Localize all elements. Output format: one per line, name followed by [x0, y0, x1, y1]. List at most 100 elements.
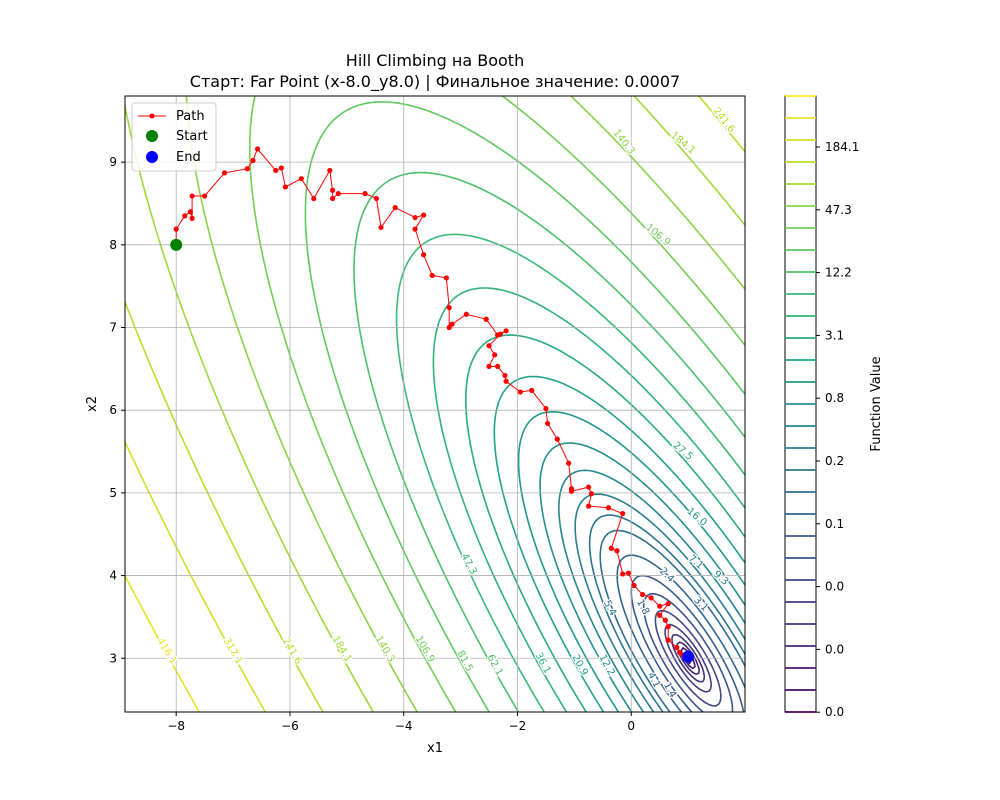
- path-point: [412, 226, 418, 232]
- contour-line: [558, 469, 745, 712]
- legend-start-label: Start: [176, 129, 208, 144]
- colorbar-tick-label: 3.1: [825, 328, 844, 342]
- path-point: [529, 387, 535, 393]
- path-point: [282, 184, 289, 190]
- path-point: [421, 252, 427, 258]
- path-point: [588, 491, 595, 497]
- path-point: [311, 195, 317, 202]
- contour-label: 416.1: [154, 636, 179, 666]
- x-tick-label: 0: [627, 719, 635, 733]
- path-point: [335, 190, 341, 197]
- path-point: [330, 187, 336, 193]
- path-point: [373, 195, 380, 202]
- x-axis-label: x1: [427, 741, 443, 756]
- path-point: [543, 405, 549, 412]
- contour-line: [664, 623, 712, 693]
- path-point: [585, 484, 592, 490]
- x-tick-label: −6: [281, 719, 299, 733]
- colorbar: 184.1 47.3 12.2 3.1 0.8 0.2 0.1 0.0 0.0 0.0 Funct…: [784, 95, 884, 719]
- contour-label: 81.5: [454, 649, 474, 674]
- colorbar-label: Function Value: [869, 356, 884, 451]
- colorbar-lines: [785, 95, 816, 713]
- legend: Path Start End: [131, 102, 217, 172]
- path-point: [674, 644, 680, 651]
- path-point: [494, 363, 501, 369]
- contour-line: [517, 411, 745, 712]
- path-point: [330, 195, 336, 202]
- path-point: [278, 165, 285, 171]
- contour-line: [671, 633, 706, 683]
- contour-label: 184.1: [330, 634, 354, 664]
- contour-line: [125, 575, 201, 712]
- contour-line: [353, 171, 745, 712]
- path-point: [502, 372, 508, 379]
- y-tick-label: 5: [109, 486, 117, 500]
- path-point: [362, 190, 368, 197]
- contour-label: 241.6: [280, 636, 304, 666]
- path-point: [662, 617, 668, 623]
- contour-label: 9.3: [711, 569, 730, 588]
- chart-title: Hill Climbing на Booth: [345, 51, 525, 70]
- contour-line: [395, 233, 745, 712]
- colorbar-tick-label: 0.0: [825, 642, 844, 656]
- y-axis-label: x2: [85, 396, 100, 412]
- contour-label: 1.8: [634, 598, 651, 617]
- path-line: [175, 147, 689, 658]
- y-tick-label: 4: [109, 569, 117, 583]
- colorbar-tick-label: 12.2: [825, 266, 852, 280]
- start-point: [170, 238, 183, 251]
- contour-line: [642, 592, 734, 712]
- contour-label: 184.1: [668, 130, 697, 157]
- y-tick-label: 3: [109, 651, 117, 665]
- legend-path-marker: [149, 113, 155, 119]
- path-point: [517, 389, 523, 395]
- path-point: [620, 510, 626, 517]
- contour-line: [539, 442, 745, 712]
- path-point: [657, 603, 663, 609]
- path-point: [412, 214, 418, 221]
- contour-label: 27.5: [671, 440, 695, 463]
- plot-frame: [124, 95, 746, 713]
- path-point: [625, 570, 631, 576]
- grid-lines: [125, 96, 745, 712]
- path-point: [665, 637, 671, 643]
- path-point: [503, 328, 509, 334]
- path-point: [614, 548, 620, 554]
- path-point: [620, 571, 626, 577]
- path-point: [449, 321, 455, 327]
- path-point: [202, 193, 208, 199]
- colorbar-tick-label: 184.1: [825, 140, 859, 154]
- path-point: [631, 582, 637, 589]
- legend-path-label: Path: [176, 109, 205, 124]
- contour-line: [630, 574, 745, 712]
- path-point: [189, 193, 195, 199]
- contour-labels: 241.6184.1140.3106.927.516.09.37.12.43.1…: [153, 104, 738, 701]
- path-point: [554, 436, 560, 442]
- path-point: [568, 488, 575, 494]
- path-point: [446, 305, 452, 311]
- path-point: [497, 331, 504, 337]
- contour-line: [654, 609, 722, 707]
- path-point: [273, 167, 279, 174]
- contour-label: 1.4: [661, 681, 678, 700]
- path-point: [585, 503, 592, 509]
- path-point: [657, 612, 663, 618]
- contour-line: [125, 441, 267, 712]
- path-point: [392, 205, 398, 211]
- path-series: [170, 146, 695, 663]
- contour-label: 7.1: [686, 553, 705, 572]
- contour-line: [125, 96, 745, 712]
- path-point: [327, 167, 333, 174]
- contour-label: 140.3: [373, 634, 397, 664]
- colorbar-tick-label: 0.1: [825, 517, 844, 531]
- contour-line: [432, 287, 745, 712]
- path-point: [608, 545, 614, 551]
- end-point: [682, 650, 695, 663]
- x-tick-label: −2: [509, 719, 527, 733]
- path-point: [486, 363, 492, 369]
- path-point: [298, 176, 304, 182]
- contour-label: 317.1: [221, 636, 245, 666]
- path-point: [189, 215, 195, 221]
- legend-start-marker: [146, 130, 158, 142]
